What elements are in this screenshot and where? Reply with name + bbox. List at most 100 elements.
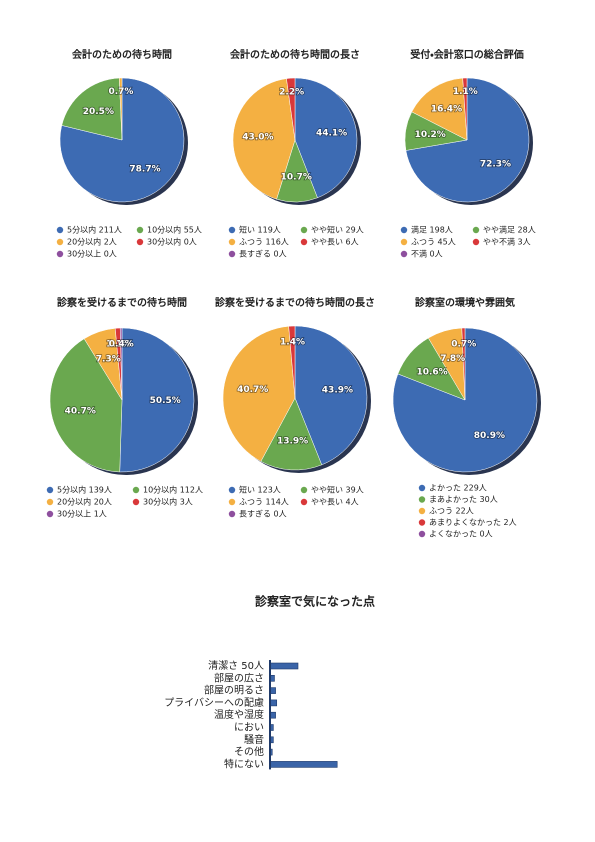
legend-label: ふつう 45人 [411, 238, 456, 247]
legend-label: 10分以内 112人 [143, 485, 203, 495]
pie-slice [232, 78, 296, 200]
slice-label: 43.0% [242, 132, 273, 142]
legend-swatch [228, 498, 236, 506]
legend-swatch [418, 496, 426, 503]
chart-title: 診察を受けるまでの待ち時間の長さ [215, 296, 375, 309]
legend-swatch [228, 226, 236, 234]
legend-swatch [46, 498, 54, 506]
legend-label: 長すぎる 0人 [239, 509, 287, 519]
pie-slice [288, 325, 296, 399]
slice-label: 0.7% [108, 87, 133, 97]
legend-swatch [418, 530, 426, 538]
legend-swatch [300, 498, 308, 506]
slice-label: 40.7% [65, 407, 96, 417]
bar [269, 662, 299, 670]
legend-label: やや短い 29人 [311, 225, 364, 235]
legend-label: 20分以内 20人 [57, 497, 112, 507]
legend-label: ふつう 116人 [239, 238, 289, 247]
pie-slice [119, 77, 123, 141]
legend-label: あまりよくなかった 2人 [429, 518, 517, 527]
legend-swatch [46, 510, 54, 518]
slice-label: 80.9% [474, 431, 505, 441]
legend-swatch [132, 486, 140, 494]
legend-label: 短い 123人 [239, 485, 281, 495]
legend-label: 30分以上 0人 [67, 250, 117, 259]
category-label: 特にない [224, 758, 264, 770]
slice-label: 1.1% [453, 87, 478, 97]
legend-swatch [400, 238, 408, 246]
legend-label: 満足 198人 [411, 226, 453, 235]
pie-slice [61, 77, 123, 141]
legend-label: 不満 0人 [411, 250, 443, 259]
slice-label: 0.4% [109, 339, 134, 349]
legend-label: ふつう 22人 [429, 507, 474, 516]
pie-slice [286, 77, 296, 141]
pie-slice [222, 326, 296, 462]
legend-swatch [132, 498, 140, 506]
slice-label: 44.1% [316, 129, 347, 139]
legend-label: 10分以内 55人 [147, 225, 202, 235]
legend-swatch [472, 226, 480, 234]
chart-title: 会計のための待ち時間 [72, 48, 172, 61]
legend-label: やや不満 3人 [483, 238, 531, 247]
legend-swatch [136, 238, 144, 246]
category-label: 部屋の広さ [214, 672, 264, 684]
slice-label: 43.9% [322, 385, 353, 395]
legend-label: 5分以内 211人 [67, 225, 122, 235]
legend-swatch [472, 238, 480, 246]
pie-slice [461, 327, 466, 401]
category-label: 清潔さ 50人 [208, 659, 264, 672]
legend-swatch [400, 250, 408, 258]
slice-label: 1.1% [106, 339, 131, 349]
legend-label: 30分以内 0人 [147, 237, 197, 247]
legend-swatch [56, 238, 64, 246]
slice-label: 0.7% [451, 339, 476, 349]
legend-label: 30分以内 3人 [143, 497, 193, 507]
legend-label: よくなかった 0人 [429, 530, 493, 539]
legend-swatch [300, 226, 308, 234]
pie-slice [411, 77, 468, 141]
slice-label: 50.5% [150, 396, 181, 406]
slice-label: 40.7% [237, 385, 268, 395]
slice-label: 2.2% [279, 87, 304, 97]
slice-label: 16.4% [431, 104, 462, 114]
pie-slice [49, 338, 123, 473]
pie-slice [119, 327, 123, 401]
legend-swatch [136, 226, 144, 234]
category-label: 騒音 [244, 733, 264, 746]
category-label: 温度や湿度 [214, 708, 264, 721]
slice-label: 10.2% [415, 130, 446, 140]
slice-label: 7.8% [440, 354, 465, 364]
chart-title: 診察室の環境や雰囲気 [415, 296, 515, 309]
category-label: 部屋の明るさ [204, 685, 264, 697]
slice-label: 10.7% [281, 173, 312, 183]
legend-label: 短い 119人 [239, 225, 281, 235]
category-label: におい [234, 722, 264, 734]
pie-slice [119, 327, 195, 473]
legend-swatch [228, 250, 236, 258]
category-label: その他 [234, 745, 264, 758]
legend-label: まあよかった 30人 [429, 495, 498, 504]
legend-swatch [418, 507, 426, 515]
legend-swatch [228, 510, 236, 518]
slice-label: 20.5% [83, 107, 114, 117]
legend-swatch [228, 238, 236, 246]
legend-label: 長すぎる 0人 [239, 249, 287, 259]
legend-swatch [300, 486, 308, 494]
legend-label: やや満足 28人 [483, 226, 536, 235]
pie-slice [260, 397, 323, 471]
legend-label: 5分以内 139人 [57, 485, 112, 495]
category-label: プライバシーへの配慮 [164, 696, 264, 709]
legend-swatch [56, 250, 64, 258]
bar [269, 761, 338, 768]
legend-label: 30分以上 1人 [57, 510, 107, 519]
legend-label: やや長い 6人 [311, 238, 359, 247]
slice-label: 1.4% [280, 337, 305, 347]
legend-swatch [300, 238, 308, 246]
pie-slice [294, 77, 358, 199]
legend-label: やや短い 39人 [311, 485, 364, 495]
legend-label: やや長い 4人 [311, 498, 359, 507]
legend-swatch [46, 486, 54, 494]
legend-swatch [418, 484, 426, 492]
